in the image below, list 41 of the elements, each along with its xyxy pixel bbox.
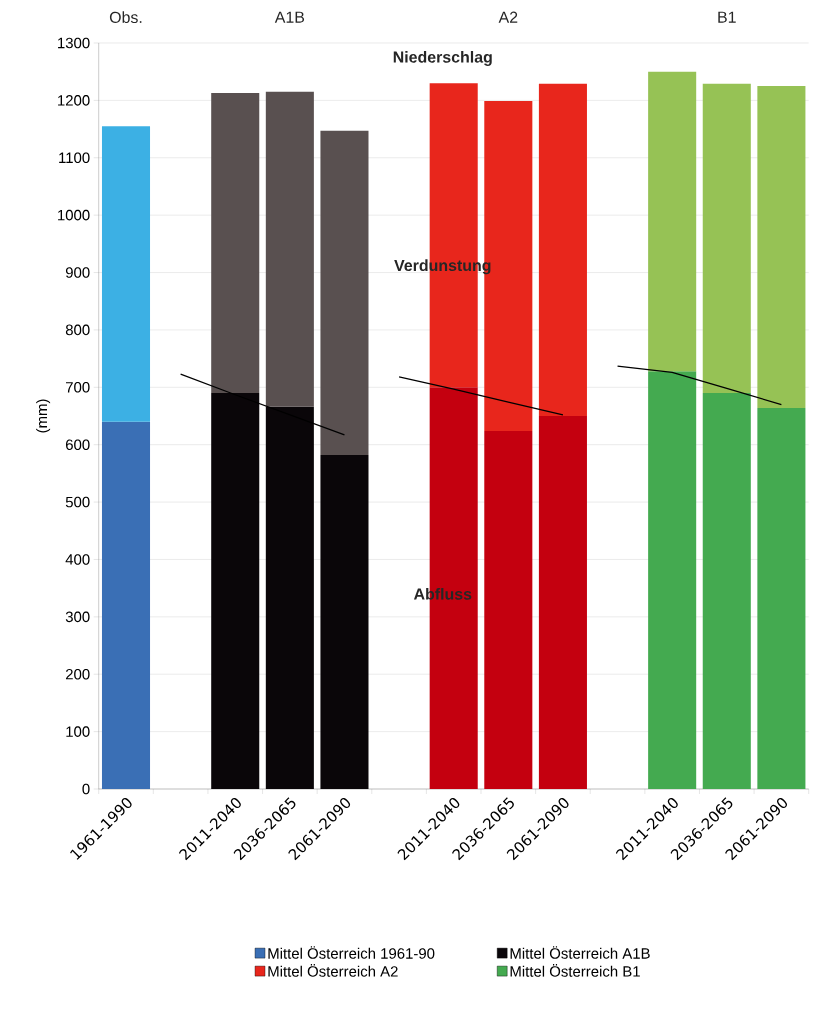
text: Obs. [109,11,142,24]
y-tick-label: 100 [66,726,90,737]
bar [101,126,151,422]
legend-label: Mittel Österreich A1B [510,946,650,959]
y-tick-label: 700 [66,382,90,393]
y-tick-label: 500 [65,496,90,508]
bar [320,455,369,789]
y-tick-label: 1100 [59,152,90,164]
text: A1B [274,11,305,23]
text: A2 [498,11,518,23]
y-tick-label: 400 [65,554,90,565]
y-tick-label: 1300 [58,37,90,49]
y-tick-label: 0 [82,783,90,795]
y-tick-label: 800 [65,324,90,336]
bar [538,83,587,416]
y-tick-label: 900 [65,267,90,278]
bar [320,130,369,456]
bar [538,416,587,789]
legend-label: Mittel Österreich B1 [510,964,640,977]
y-tick-label: 600 [66,439,90,450]
line-series [616,365,783,406]
y-tick-label: 300 [65,611,90,623]
bar [648,371,697,789]
bar [757,86,806,408]
bar [757,407,806,789]
bar [265,91,314,407]
y-tick-label: 1200 [58,95,90,106]
annotation: Niederschlag [393,51,492,66]
bar [211,92,260,394]
bar [484,430,533,789]
text: B1 [718,11,736,23]
line-series [398,376,564,416]
bar [702,393,751,789]
bar [101,421,151,789]
legend-label: Mittel Österreich A2 [268,964,398,977]
bar [702,83,751,394]
y-axis-title: (mm) [36,399,51,433]
y-tick-label: 200 [65,668,90,680]
y-tick-label: 1000 [58,209,90,221]
bar [648,71,697,372]
legend-label: Mittel Österreich 1961-90 [268,946,435,959]
